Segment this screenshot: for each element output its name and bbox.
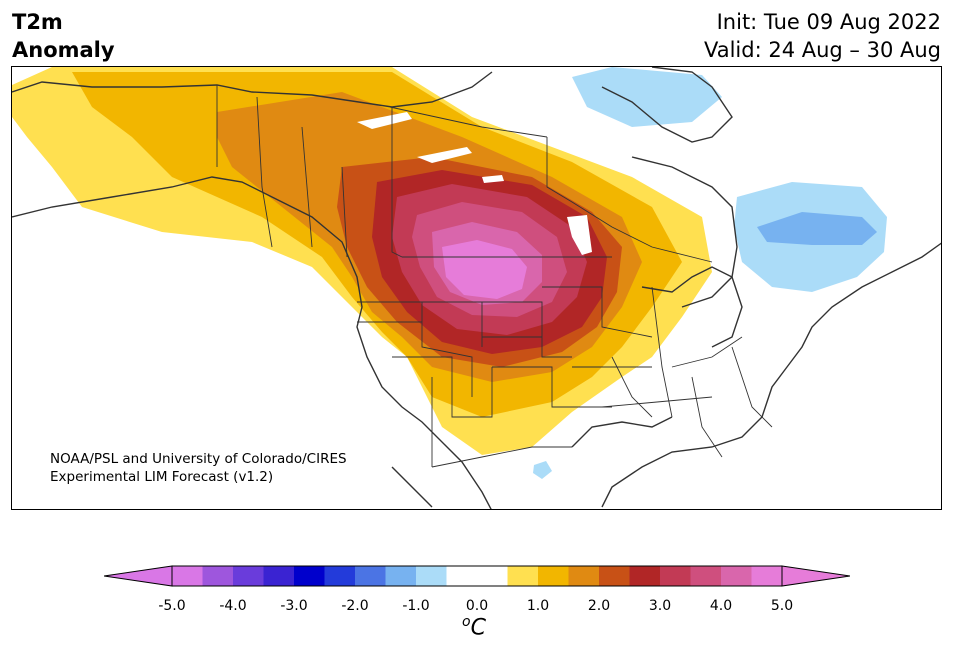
colorbar-segment [416,566,447,586]
colorbar-tick-label: -2.0 [341,598,369,614]
anomaly-minus-1-hudson [572,67,722,127]
lake-1 [357,112,412,129]
colorbar-tick-label: 0.0 [465,598,489,614]
unit-letter: C [470,615,486,641]
unit-superscript: o [462,614,471,630]
valid-range: Valid: 24 Aug – 30 Aug [703,38,941,62]
credit-line-1: NOAA/PSL and University of Colorado/CIRE… [50,451,347,467]
colorbar-tick-label: 1.0 [526,598,550,614]
coastlines [12,67,941,509]
init-date: Init: Tue 09 Aug 2022 [716,10,941,34]
colorbar-over-extension [781,565,850,587]
political-borders [216,85,773,468]
colorbar-unit: oC [462,614,486,640]
colorbar-segment [629,566,661,586]
colorbar-segment [324,566,356,586]
title-block: T2m Anomaly [12,8,115,64]
anomaly-minus-1-mexico [533,461,552,479]
colorbar-segment [721,566,752,586]
colorbar-under-extension [104,565,173,587]
colorbar-segment [660,566,691,586]
colorbar-segment [690,566,722,586]
colorbar-tick-label: 4.0 [709,598,733,614]
colorbar-segment [202,566,234,586]
colorbar-tick-label: 3.0 [648,598,672,614]
colorbar-segment [477,566,508,586]
colorbar-tick-label: 5.0 [770,598,794,614]
colorbar-ticks: -5.0 -4.0 -3.0 -2.0 -1.0 0.0 1.0 2.0 3.0 4.0 5.0 [104,598,850,618]
anomaly-map: NOAA/PSL and University of Colorado/CIRE… [11,66,942,510]
colorbar-segment [446,566,478,586]
map-canvas [12,67,941,509]
colorbar-segment [263,566,295,586]
colorbar-tick-label: -5.0 [158,598,186,614]
colorbar-segment [233,566,264,586]
colorbar-tick-label: 2.0 [587,598,611,614]
credit-line-2: Experimental LIM Forecast (v1.2) [50,469,274,485]
anomaly-minus-1-5-quebec [757,212,877,245]
colorbar-segment [355,566,386,586]
colorbar-segment [568,566,600,586]
colorbar-segment [172,566,203,586]
colorbar-segment [294,566,325,586]
anomaly-plus-5 [442,240,527,299]
lake-4 [482,175,504,183]
colorbar-segment [538,566,569,586]
colorbar-frame [171,565,783,587]
lake-3 [567,215,592,255]
colorbar-tick-label: -4.0 [219,598,247,614]
date-block: Init: Tue 09 Aug 2022 Valid: 24 Aug – 30… [704,8,941,64]
colorbar-segment [599,566,630,586]
colorbar-segment [751,566,783,586]
credit-text: NOAA/PSL and University of Colorado/CIRE… [50,450,347,486]
colorbar-tick-label: -3.0 [280,598,308,614]
colorbar-svg [104,565,850,587]
colorbar-tick-label: -1.0 [402,598,430,614]
colorbar-segment [507,566,539,586]
colorbar-segment [385,566,417,586]
title-variable: T2m [12,10,63,34]
title-type: Anomaly [12,38,115,62]
lake-2 [417,147,472,163]
colorbar [104,562,850,590]
